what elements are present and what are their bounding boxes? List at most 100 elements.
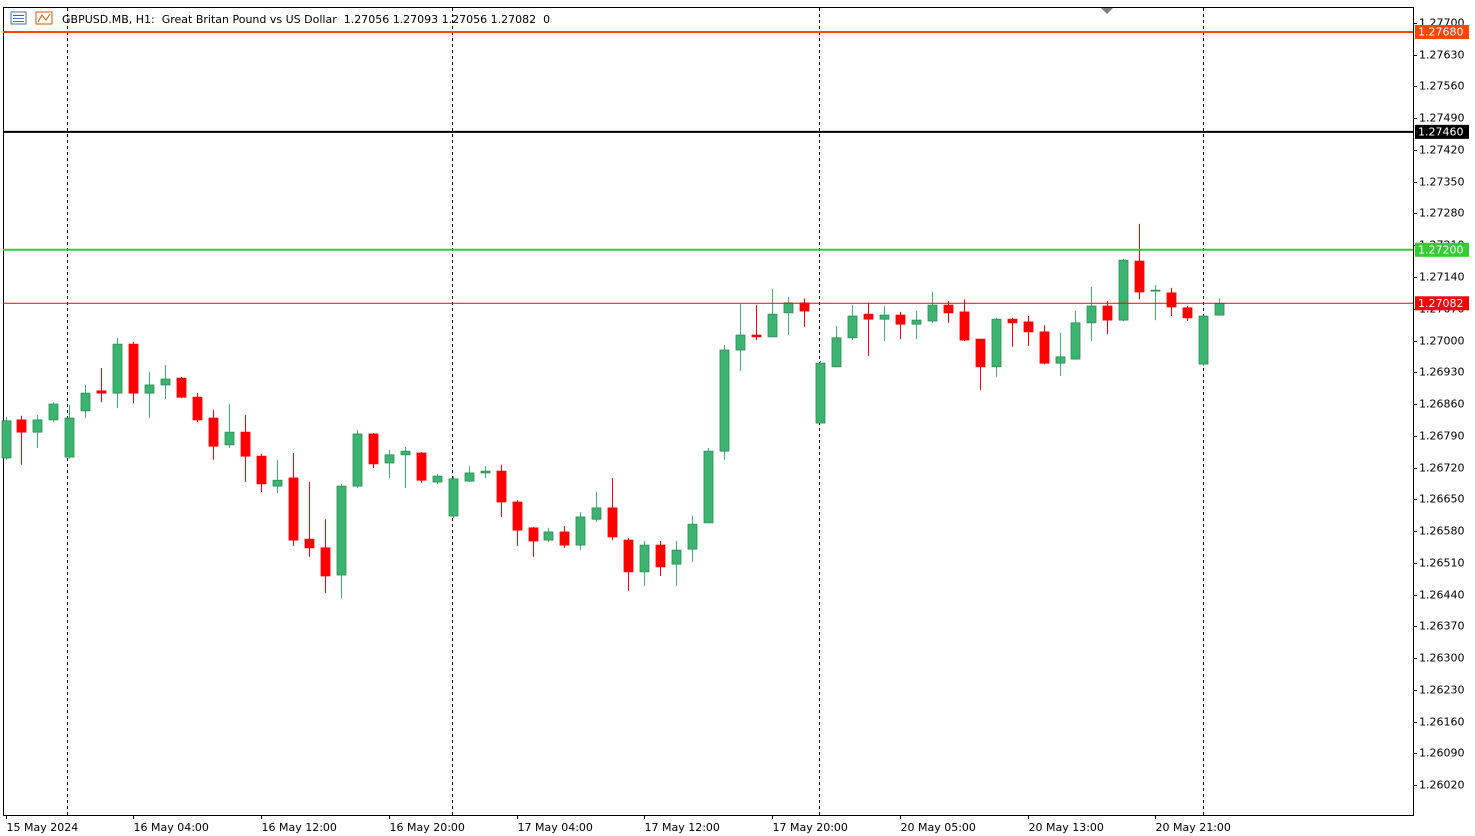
- y-tick-label: 1.27490: [1419, 112, 1465, 125]
- x-tick-label: 20 May 05:00: [901, 821, 976, 834]
- candle-body: [64, 417, 75, 458]
- y-tick-label: 1.26020: [1419, 779, 1465, 792]
- candle-body: [464, 472, 475, 482]
- candle-body: [32, 419, 43, 433]
- y-tick-label: 1.27420: [1419, 144, 1465, 157]
- x-tick-label: 20 May 21:00: [1156, 821, 1231, 834]
- candle-body: [671, 549, 682, 565]
- candle-body: [543, 531, 554, 541]
- candle-body: [512, 501, 523, 531]
- y-tick-label: 1.27000: [1419, 335, 1465, 348]
- price-tag: [1415, 25, 1469, 40]
- toolbar-icons: [10, 11, 53, 25]
- candle-body: [607, 507, 618, 538]
- candle-body: [847, 315, 858, 339]
- candle-body: [767, 313, 778, 338]
- candle-body: [112, 343, 123, 394]
- candle-body: [927, 304, 938, 322]
- candle-body: [815, 362, 826, 424]
- x-tick-label: 17 May 12:00: [645, 821, 720, 834]
- candle-body: [1166, 292, 1177, 308]
- y-tick-label: 1.26230: [1419, 684, 1465, 697]
- candle-body: [240, 431, 251, 457]
- candle-body: [911, 319, 922, 325]
- candle-body: [575, 516, 586, 546]
- candle-body: [975, 338, 986, 368]
- y-tick-label: 1.26860: [1419, 398, 1465, 411]
- candle-body: [192, 396, 203, 421]
- candle-body: [1134, 260, 1145, 293]
- candle-body: [480, 470, 491, 474]
- y-tick-label: 1.26300: [1419, 652, 1465, 665]
- candle-body: [991, 318, 1002, 368]
- candle-body: [959, 311, 970, 341]
- candles: [1, 223, 1225, 599]
- icon-line: [37, 13, 51, 23]
- candle-body: [687, 523, 698, 550]
- candle-body: [288, 477, 299, 541]
- y-tick-label: 1.27140: [1419, 271, 1465, 284]
- candle-body: [735, 334, 746, 351]
- candle-body: [448, 478, 459, 517]
- candle-body: [719, 349, 730, 452]
- price-tag: [1415, 242, 1469, 257]
- candle-body: [368, 433, 379, 465]
- candle-body: [831, 337, 842, 368]
- candle-body: [1039, 331, 1050, 364]
- candle-body: [256, 455, 267, 485]
- candle-body: [352, 433, 363, 487]
- candle-body: [783, 302, 794, 314]
- candle-body: [655, 544, 666, 568]
- x-tick-label: 17 May 04:00: [518, 821, 593, 834]
- x-tick-label: 16 May 20:00: [390, 821, 465, 834]
- y-tick-label: 1.26440: [1419, 589, 1465, 602]
- price-tag-label: 1.27082: [1418, 297, 1464, 310]
- price-tag: [1415, 124, 1469, 139]
- candle-body: [863, 313, 874, 320]
- y-tick-label: 1.26370: [1419, 620, 1465, 633]
- y-tick-label: 1.26790: [1419, 430, 1465, 443]
- price-tag: [1415, 296, 1469, 311]
- candle-body: [176, 377, 187, 398]
- candle-body: [384, 454, 395, 464]
- candle-body: [1198, 315, 1209, 365]
- x-tick-label: 16 May 12:00: [262, 821, 337, 834]
- y-tick-label: 1.26930: [1419, 366, 1465, 379]
- y-tick-label: 1.26650: [1419, 493, 1465, 506]
- plot-frame: [3, 7, 1414, 816]
- candle-body: [1214, 302, 1225, 316]
- candle-body: [591, 507, 602, 520]
- shift-marker[interactable]: [1101, 8, 1113, 14]
- candle-body: [336, 485, 347, 576]
- candle-body: [144, 384, 155, 394]
- candle-body: [416, 452, 427, 481]
- y-tick-label: 1.27630: [1419, 49, 1465, 62]
- candle-body: [639, 544, 650, 573]
- candle-body: [1055, 356, 1066, 364]
- y-tick-label: 1.26160: [1419, 716, 1465, 729]
- candle-body: [304, 538, 315, 549]
- candle-body: [559, 531, 570, 546]
- chart-title: GBPUSD.MB, H1: Great Britan Pound vs US …: [62, 13, 550, 26]
- candle-body: [623, 539, 634, 573]
- price-tag-label: 1.27680: [1418, 26, 1464, 39]
- y-tick-label: 1.26090: [1419, 747, 1465, 760]
- x-tick-label: 20 May 13:00: [1029, 821, 1104, 834]
- candle-body: [16, 419, 27, 433]
- candle-body: [96, 390, 107, 394]
- x-tick-label: 15 May 2024: [7, 821, 79, 834]
- y-tick-label: 1.26580: [1419, 525, 1465, 538]
- candle-body: [1150, 289, 1161, 292]
- candle-body: [751, 334, 762, 338]
- candle-body: [160, 378, 171, 386]
- candle-body: [1102, 305, 1113, 321]
- candle-body: [496, 470, 507, 503]
- candle-body: [320, 547, 331, 577]
- candle-body: [528, 527, 539, 542]
- x-tick-label: 16 May 04:00: [134, 821, 209, 834]
- candle-body: [272, 479, 283, 487]
- candle-body: [1182, 307, 1193, 319]
- candle-body: [224, 431, 235, 446]
